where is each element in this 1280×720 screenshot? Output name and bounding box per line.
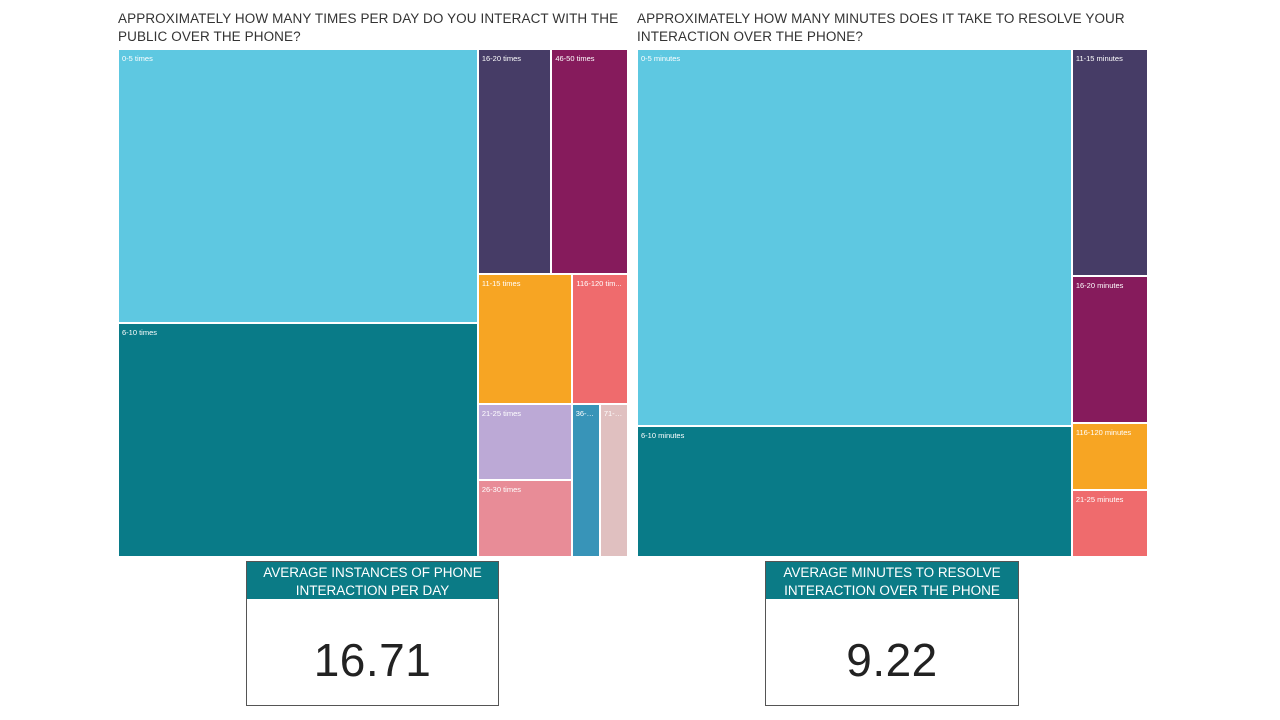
treemap-tile-label: 11-15 minutes bbox=[1075, 54, 1123, 63]
kpi-value: 16.71 bbox=[313, 634, 432, 686]
treemap-tile: 16-20 times bbox=[477, 49, 552, 275]
treemap-tile-label: 116-120 minutes bbox=[1075, 428, 1132, 438]
treemap-tile-label: 6-10 minutes bbox=[641, 430, 685, 440]
treemap-tile-label: 16-20 times bbox=[481, 54, 522, 63]
treemap-tile: 6-10 times bbox=[118, 323, 478, 557]
chart-title-resolve-minutes: APPROXIMATELY HOW MANY MINUTES DOES IT T… bbox=[637, 11, 1125, 44]
treemap-tile: 11-15 minutes bbox=[1071, 49, 1148, 277]
treemap-tile: 71-75 ti... bbox=[599, 403, 628, 557]
treemap-tile: 116-120 tim... bbox=[572, 274, 628, 404]
chart-title-daily-interactions: APPROXIMATELY HOW MANY TIMES PER DAY DO … bbox=[118, 11, 619, 44]
kpi-value: 9.22 bbox=[846, 634, 938, 686]
kpi-card-average-instances: AVERAGE INSTANCES OF PHONE INTERACTION P… bbox=[246, 561, 499, 706]
treemap-tile-label: 46-50 times bbox=[555, 54, 595, 63]
treemap-tile: 21-25 minutes bbox=[1071, 490, 1148, 557]
treemap-tile-label: 11-15 times bbox=[481, 279, 521, 289]
treemap-tile: 46-50 times bbox=[551, 49, 628, 275]
treemap-tile: 36-40 ti... bbox=[571, 403, 600, 557]
treemap-tile-label: 21-25 times bbox=[481, 408, 522, 418]
kpi-card-average-minutes: AVERAGE MINUTES TO RESOLVE INTERACTION O… bbox=[765, 561, 1019, 706]
treemap-tile: 0-5 times bbox=[118, 49, 478, 323]
treemap-tile: 11-15 times bbox=[477, 274, 573, 404]
treemap-tile: 21-25 times bbox=[477, 403, 572, 481]
treemap-tile: 0-5 minutes bbox=[637, 49, 1072, 426]
treemap-daily-interactions: 0-5 times 6-10 times 16-20 times 46-50 time… bbox=[118, 49, 628, 557]
treemap-tile-label: 21-25 minutes bbox=[1075, 495, 1124, 505]
treemap-tile-label: 36-40 ti... bbox=[575, 408, 597, 418]
treemap-tile: 26-30 times bbox=[477, 480, 572, 557]
treemap-tile-label: 26-30 times bbox=[481, 485, 522, 495]
treemap-tile-label: 0-5 minutes bbox=[641, 54, 681, 63]
treemap-tile-label: 116-120 tim... bbox=[576, 279, 622, 289]
treemap-tile-label: 16-20 minutes bbox=[1075, 281, 1124, 291]
treemap-resolve-minutes: 0-5 minutes 6-10 minutes 11-15 minutes 16-2… bbox=[637, 49, 1148, 557]
treemap-tile: 116-120 minutes bbox=[1071, 423, 1148, 491]
treemap-tile: 6-10 minutes bbox=[637, 425, 1072, 557]
kpi-label: AVERAGE MINUTES TO RESOLVE INTERACTION O… bbox=[766, 562, 1018, 599]
treemap-tile-label: 6-10 times bbox=[122, 328, 158, 337]
treemap-tile-label: 71-75 ti... bbox=[603, 408, 625, 418]
treemap-tile-label: 0-5 times bbox=[122, 54, 153, 63]
treemap-tile: 16-20 minutes bbox=[1071, 276, 1148, 424]
kpi-label: AVERAGE INSTANCES OF PHONE INTERACTION P… bbox=[247, 562, 498, 599]
